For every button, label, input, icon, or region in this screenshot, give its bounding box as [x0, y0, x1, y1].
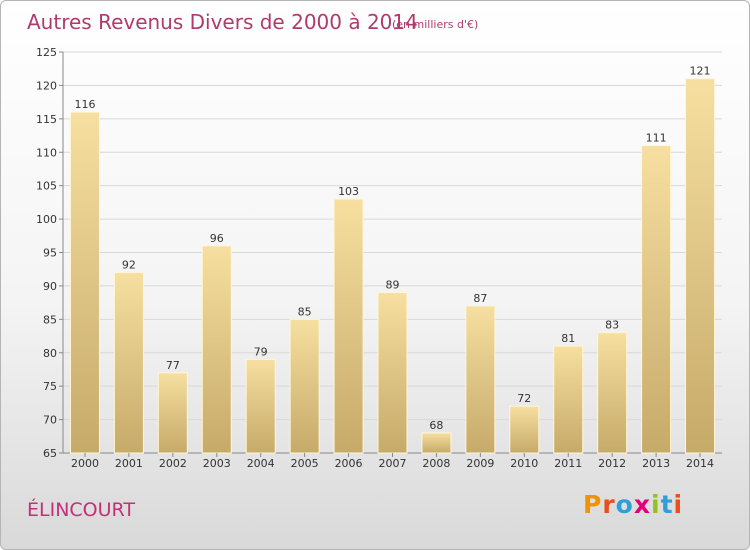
y-tick-label: 80 [43, 347, 57, 360]
logo-letter: P [583, 490, 603, 519]
x-tick-label: 2000 [71, 457, 99, 470]
bar [289, 318, 320, 454]
logo-letter: t [660, 490, 674, 519]
bar [597, 332, 628, 454]
bar [333, 198, 364, 454]
x-tick-label: 2013 [642, 457, 670, 470]
chart-subtitle: (en milliers d'€) [392, 18, 479, 31]
bar [641, 145, 672, 454]
bar [553, 345, 584, 454]
x-tick-label: 2005 [291, 457, 319, 470]
y-tick-label: 125 [36, 46, 57, 59]
logo-letter: o [615, 490, 634, 519]
logo-letter: i [673, 490, 684, 519]
data-label: 77 [166, 359, 180, 372]
logo-letter: i [651, 490, 661, 519]
x-tick-label: 2007 [379, 457, 407, 470]
x-tick-label: 2002 [159, 457, 187, 470]
x-tick-label: 2011 [554, 457, 582, 470]
bar [377, 292, 408, 454]
bar [201, 245, 232, 454]
data-label: 96 [210, 232, 224, 245]
y-tick-label: 100 [36, 213, 57, 226]
y-tick-label: 75 [43, 380, 57, 393]
data-label: 116 [74, 98, 95, 111]
bar [245, 358, 276, 454]
data-label: 92 [122, 259, 136, 272]
x-tick-label: 2003 [203, 457, 231, 470]
data-label: 83 [605, 319, 619, 332]
x-tick-label: 2010 [510, 457, 538, 470]
chart-title: Autres Revenus Divers de 2000 à 2014 [27, 10, 418, 34]
data-label: 121 [690, 65, 711, 78]
data-label: 79 [254, 345, 268, 358]
bar [69, 111, 100, 454]
logo-letter: r [602, 490, 616, 519]
data-label: 111 [646, 132, 667, 145]
y-tick-label: 65 [43, 447, 57, 460]
bar [685, 78, 716, 454]
data-label: 81 [561, 332, 575, 345]
y-tick-label: 120 [36, 79, 57, 92]
x-tick-label: 2004 [247, 457, 275, 470]
x-tick-label: 2006 [335, 457, 363, 470]
x-tick-label: 2008 [422, 457, 450, 470]
data-label: 89 [386, 279, 400, 292]
x-tick-label: 2014 [686, 457, 714, 470]
commune-name: ÉLINCOURT [27, 499, 135, 521]
y-tick-label: 90 [43, 280, 57, 293]
bar [509, 405, 540, 454]
data-label: 72 [517, 392, 531, 405]
y-tick-label: 105 [36, 180, 57, 193]
x-tick-label: 2012 [598, 457, 626, 470]
y-tick-label: 110 [36, 146, 57, 159]
y-tick-label: 70 [43, 414, 57, 427]
proxiti-logo: Proxiti [583, 490, 683, 519]
logo-letter: x [633, 490, 651, 519]
data-label: 68 [429, 419, 443, 432]
x-tick-label: 2001 [115, 457, 143, 470]
bar [421, 432, 452, 454]
data-label: 87 [473, 292, 487, 305]
bar [157, 372, 188, 454]
x-tick-label: 2009 [466, 457, 494, 470]
y-tick-label: 95 [43, 247, 57, 260]
data-label: 85 [298, 305, 312, 318]
y-tick-label: 85 [43, 313, 57, 326]
bar [113, 272, 144, 454]
data-label: 103 [338, 185, 359, 198]
bar [465, 305, 496, 454]
y-tick-label: 115 [36, 113, 57, 126]
